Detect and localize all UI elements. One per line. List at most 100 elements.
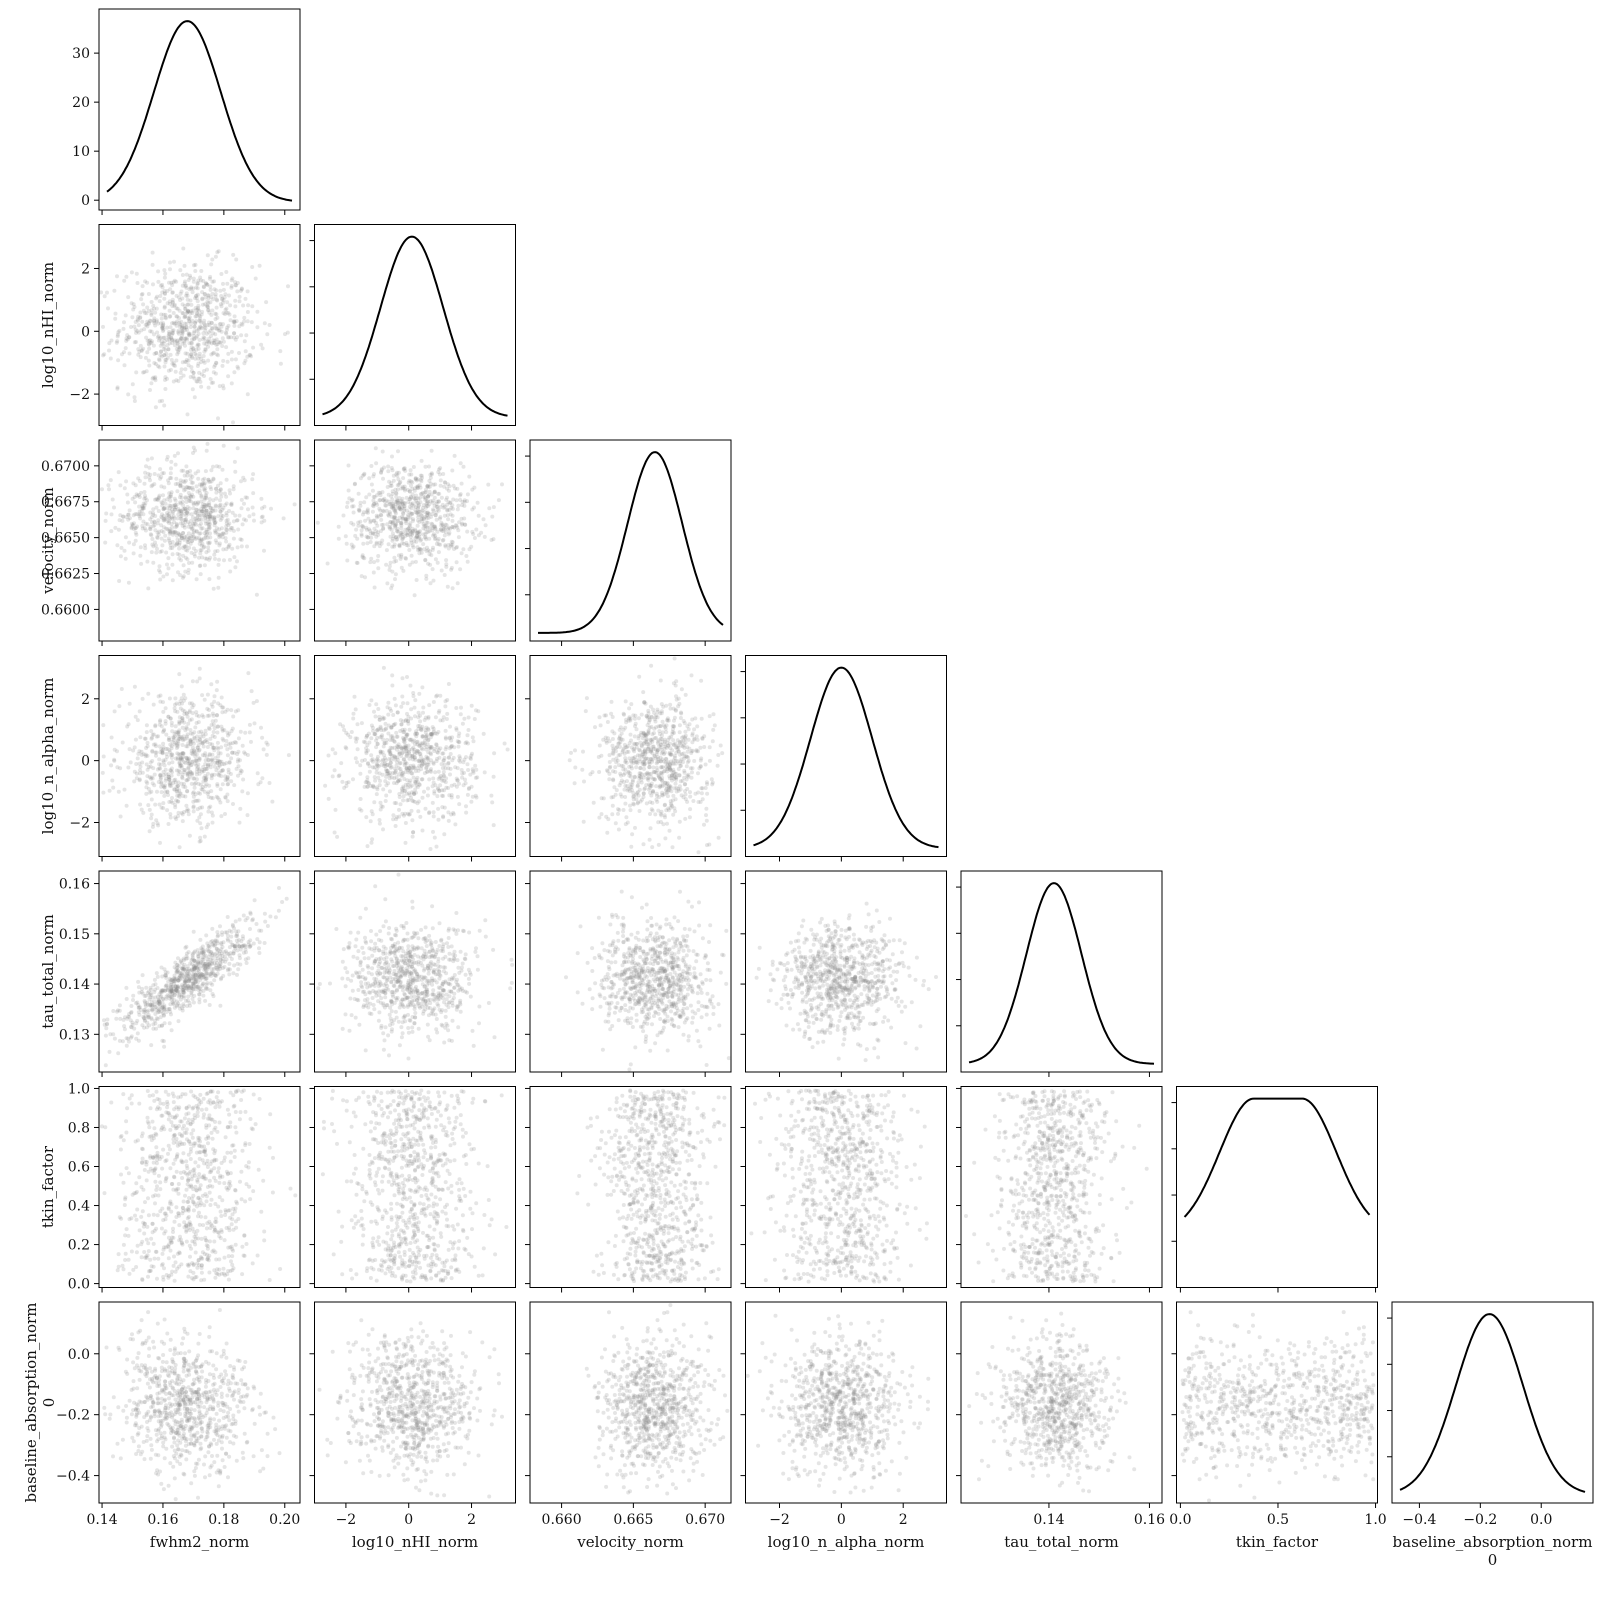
sample-point [410, 772, 414, 776]
sample-point [398, 795, 402, 799]
sample-point [133, 395, 137, 399]
sample-point [456, 795, 460, 799]
sample-point [226, 731, 230, 735]
sample-point [450, 469, 454, 473]
sample-point [178, 761, 182, 765]
sample-point [444, 565, 448, 569]
sample-point [162, 297, 166, 301]
sample-point [446, 766, 450, 770]
sample-point [165, 326, 169, 330]
sample-point [408, 812, 412, 816]
sample-point [170, 337, 174, 341]
sample-point [437, 711, 441, 715]
sample-point [259, 497, 263, 501]
sample-point [456, 581, 460, 585]
sample-point [657, 729, 661, 733]
sample-point [666, 738, 670, 742]
sample-point [649, 775, 653, 779]
sample-point [444, 747, 448, 751]
sample-point [168, 267, 172, 271]
sample-point [409, 684, 413, 688]
sample-point [244, 333, 248, 337]
sample-point [377, 507, 381, 511]
sample-point [172, 311, 176, 315]
sample-point [203, 557, 207, 561]
sample-point [195, 777, 199, 781]
sample-point [124, 313, 128, 317]
sample-point [248, 723, 252, 727]
sample-point [100, 487, 104, 491]
sample-point [200, 310, 204, 314]
sample-point [420, 459, 424, 463]
sample-point [409, 707, 413, 711]
sample-point [708, 745, 712, 749]
sample-point [611, 758, 615, 762]
sample-point [365, 775, 369, 779]
sample-point [225, 747, 229, 751]
sample-point [379, 513, 383, 517]
sample-point [123, 788, 127, 792]
sample-point [370, 841, 374, 845]
sample-point [127, 581, 131, 585]
sample-point [688, 795, 692, 799]
sample-point [161, 493, 165, 497]
sample-point [234, 741, 238, 745]
sample-point [210, 811, 214, 815]
sample-point [190, 551, 194, 555]
sample-point [418, 714, 422, 718]
sample-point [629, 845, 633, 849]
sample-point [656, 710, 660, 714]
sample-point [182, 563, 186, 567]
sample-point [175, 794, 179, 798]
sample-point [679, 712, 683, 716]
sample-point [386, 469, 390, 473]
sample-point [444, 736, 448, 740]
sample-point [173, 706, 177, 710]
sample-point [206, 693, 210, 697]
sample-point [167, 736, 171, 740]
sample-point [410, 554, 414, 558]
sample-point [170, 721, 174, 725]
sample-point [143, 546, 147, 550]
sample-point [220, 696, 224, 700]
sample-point [182, 752, 186, 756]
sample-point [388, 564, 392, 568]
sample-point [162, 345, 166, 349]
sample-point [447, 756, 451, 760]
sample-point [217, 576, 221, 580]
sample-point [421, 829, 425, 833]
sample-point [150, 750, 154, 754]
sample-point [416, 809, 420, 813]
sample-point [137, 749, 141, 753]
sample-point [173, 815, 177, 819]
sample-point [444, 776, 448, 780]
sample-point [608, 760, 612, 764]
sample-point [347, 489, 351, 493]
sample-point [378, 491, 382, 495]
sample-point [223, 492, 227, 496]
sample-point [221, 384, 225, 388]
sample-point [168, 784, 172, 788]
sample-point [171, 801, 175, 805]
sample-point [126, 295, 130, 299]
sample-point [153, 311, 157, 315]
sample-point [227, 545, 231, 549]
sample-point [635, 727, 639, 731]
sample-point [222, 728, 226, 732]
sample-point [145, 306, 149, 310]
sample-point [118, 518, 122, 522]
sample-point [167, 519, 171, 523]
sample-point [230, 547, 234, 551]
sample-point [196, 364, 200, 368]
sample-point [357, 492, 361, 496]
sample-point [409, 531, 413, 535]
sample-point [196, 746, 200, 750]
sample-point [186, 773, 190, 777]
sample-point [376, 755, 380, 759]
sample-point [206, 305, 210, 309]
sample-point [214, 504, 218, 508]
sample-point [355, 737, 359, 741]
sample-point [235, 767, 239, 771]
sample-point [183, 728, 187, 732]
sample-point [710, 782, 714, 786]
